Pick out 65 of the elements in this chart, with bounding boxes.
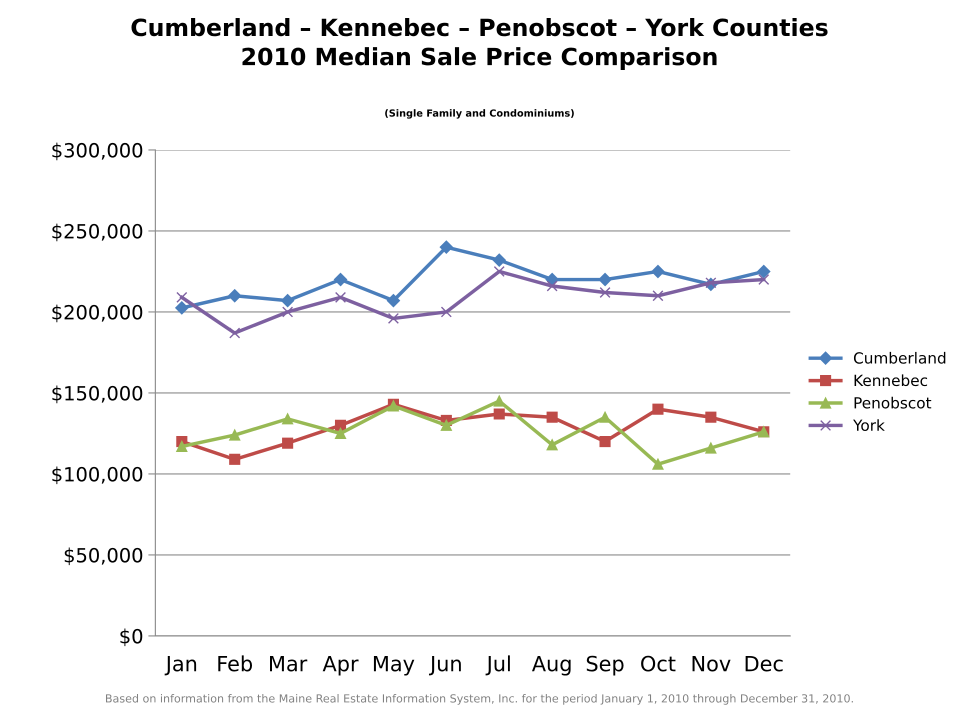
point: [651, 264, 665, 278]
x-tick-label: Jan: [164, 656, 196, 676]
x-tick-label: May: [374, 656, 414, 676]
y-tick-label: $150,000: [52, 386, 142, 404]
point: [705, 412, 716, 423]
point: [388, 312, 399, 324]
text: Based on information from the Maine Real Estate Information System, Inc. for the period January 1, 2010 through December 31, 2010.: [106, 694, 853, 705]
x-tick-label: Nov: [692, 656, 731, 672]
point: [334, 292, 346, 303]
x-tick-label: Jul: [486, 655, 510, 676]
point: [440, 420, 452, 431]
point: [229, 430, 240, 441]
point: [598, 272, 612, 286]
point: [546, 412, 558, 423]
y-tick-label: $300,000: [52, 142, 142, 160]
point: [282, 438, 294, 449]
x-tick-label: Aug: [532, 656, 571, 676]
point: [386, 294, 400, 308]
x-tick-label: Sep: [586, 656, 624, 676]
point: [599, 436, 611, 448]
point: [494, 408, 505, 420]
point: [494, 395, 505, 407]
y-tick-label: $50,000: [64, 548, 142, 566]
point: [705, 277, 716, 288]
x-tick-label: Feb: [218, 655, 252, 672]
legend-label: Cumberland: [854, 352, 946, 364]
point: [334, 272, 348, 286]
y-tick-label: $0: [120, 628, 142, 646]
x-tick-label: Jun: [428, 656, 461, 676]
y-tick-label: $200,000: [52, 304, 142, 322]
x-tick-label: Apr: [322, 656, 359, 676]
point: [546, 439, 558, 450]
point: [599, 286, 611, 298]
point: [176, 292, 188, 303]
point: [652, 458, 664, 470]
point: [758, 274, 770, 286]
point: [282, 306, 294, 318]
chart-subtitle: (Single Family and Condominiums): [385, 109, 574, 119]
point: [228, 289, 242, 302]
x-tick-label: Mar: [270, 656, 308, 672]
point: [229, 454, 240, 465]
x-tick-label: Dec: [746, 656, 783, 672]
point: [440, 240, 453, 254]
point: [652, 404, 664, 415]
point: [281, 294, 294, 308]
legend-label: York: [853, 419, 885, 432]
point: [176, 440, 188, 452]
y-tick-label: $250,000: [52, 224, 142, 242]
point: [757, 264, 770, 278]
x-tick-label: Oct: [641, 656, 676, 672]
point: [229, 327, 240, 339]
point: [494, 266, 505, 278]
legend-label: Penobscot: [854, 396, 932, 409]
point: [334, 428, 346, 439]
point: [440, 306, 452, 318]
point: [705, 442, 716, 454]
point: [546, 280, 558, 292]
point: [282, 413, 294, 424]
point: [492, 254, 506, 267]
point: [599, 412, 611, 423]
y-tick-label: $100,000: [52, 466, 142, 484]
chart-title: Cumberland – Kennebec – Penobscot – York Counties 2010 Median Sale Price Comparison: [132, 18, 828, 70]
legend-label: Kennebec: [854, 374, 928, 386]
point: [652, 290, 664, 302]
point: [175, 301, 188, 314]
